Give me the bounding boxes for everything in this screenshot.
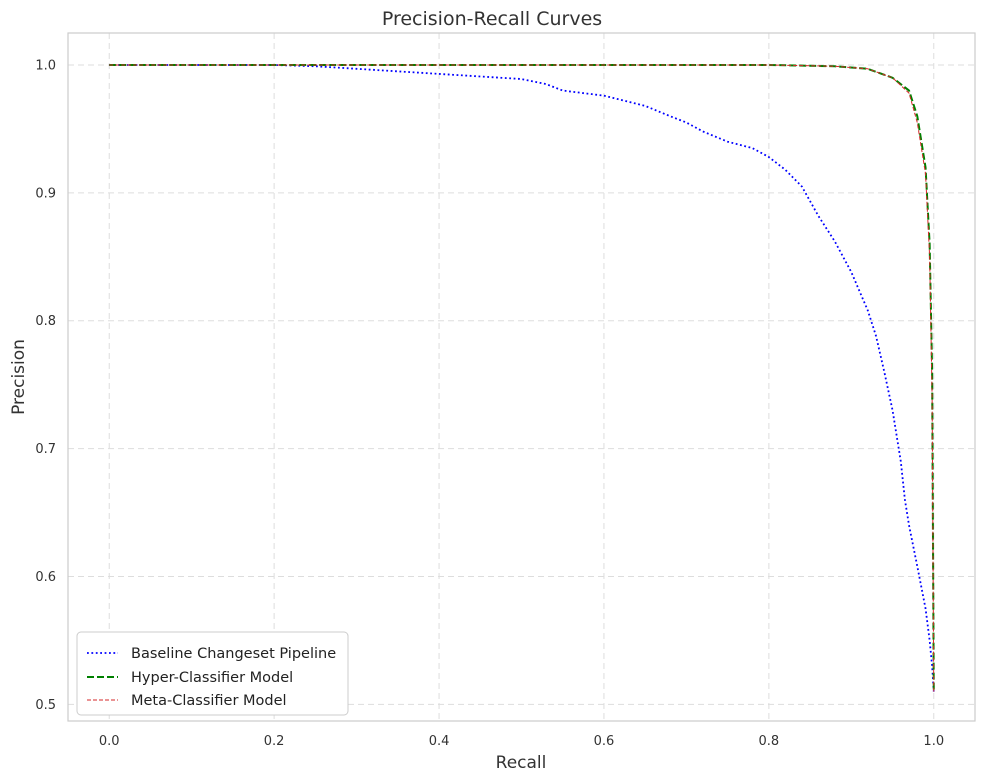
series-line-baseline bbox=[109, 64, 935, 692]
y-axis-label: Precision bbox=[9, 339, 29, 415]
x-tick-1: 0.2 bbox=[264, 734, 285, 749]
x-tick-2: 0.4 bbox=[429, 734, 450, 749]
grid-lines bbox=[68, 33, 975, 721]
legend: Baseline Changeset Pipeline Hyper-Classi… bbox=[76, 631, 349, 716]
x-tick-3: 0.6 bbox=[594, 734, 615, 749]
x-tick-0: 0.0 bbox=[99, 734, 120, 749]
y-tick-2: 0.7 bbox=[35, 442, 56, 457]
y-tick-5: 1.0 bbox=[35, 58, 56, 73]
x-axis-label: Recall bbox=[496, 753, 547, 773]
x-tick-4: 0.8 bbox=[759, 734, 780, 749]
x-tick-5: 1.0 bbox=[923, 734, 944, 749]
series-line-hyper bbox=[109, 63, 935, 692]
legend-box bbox=[76, 631, 349, 716]
legend-label-hyper: Hyper-Classifier Model bbox=[131, 670, 293, 686]
chart-title: Precision-Recall Curves bbox=[382, 8, 602, 30]
legend-label-meta: Meta-Classifier Model bbox=[131, 693, 287, 709]
plot-frame bbox=[67, 32, 976, 722]
y-tick-labels: 0.5 0.6 0.7 0.8 0.9 1.0 bbox=[35, 58, 56, 712]
series-line-meta bbox=[109, 64, 935, 692]
y-tick-0: 0.5 bbox=[35, 698, 56, 713]
y-tick-4: 0.9 bbox=[35, 186, 56, 201]
legend-label-baseline: Baseline Changeset Pipeline bbox=[131, 646, 336, 662]
series-lines bbox=[109, 63, 935, 692]
y-tick-1: 0.6 bbox=[35, 570, 56, 585]
y-tick-3: 0.8 bbox=[35, 314, 56, 329]
x-tick-labels: 0.0 0.2 0.4 0.6 0.8 1.0 bbox=[99, 734, 944, 749]
